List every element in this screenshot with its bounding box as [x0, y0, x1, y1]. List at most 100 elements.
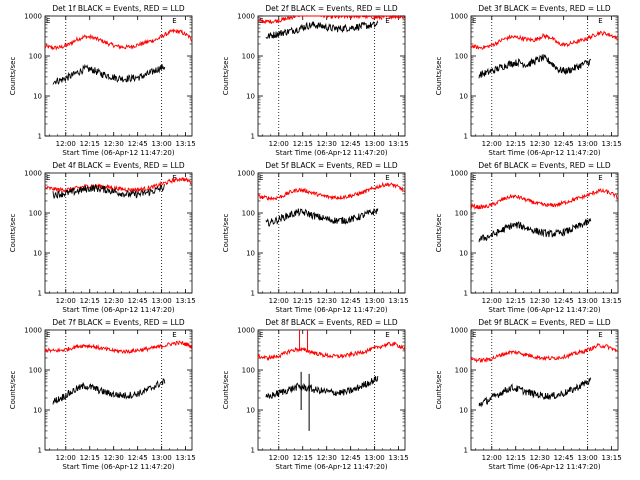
lld-series-line — [470, 342, 618, 364]
y-tick-label: 10 — [459, 93, 468, 101]
x-axis-label: Start Time (06-Apr-12 11:47:20) — [62, 463, 174, 471]
e-flag-marker: E — [259, 331, 263, 339]
y-tick-label: 1 — [38, 133, 42, 141]
plot-frame — [470, 15, 619, 137]
e-flag-marker: E — [46, 174, 50, 182]
events-series-line — [265, 375, 379, 400]
e-flag-marker: E — [385, 17, 389, 25]
x-axis-label: Start Time (06-Apr-12 11:47:20) — [488, 306, 600, 314]
y-tick-label: 100 — [242, 53, 255, 61]
y-axis-label: Counts/sec — [222, 371, 230, 410]
lld-series-line — [470, 187, 618, 210]
e-flag-marker: E — [472, 331, 476, 339]
e-flag-marker: E — [172, 174, 176, 182]
y-tick-label: 10 — [33, 93, 42, 101]
x-tick-label: 13:00 — [152, 140, 172, 148]
x-tick-label: 13:00 — [578, 140, 598, 148]
panel-det-4: Det 4f BLACK = Events, RED = LLD 1 10 100 10… — [9, 161, 196, 314]
x-tick-label: 13:15 — [602, 297, 622, 305]
panel-det-3: Det 3f BLACK = Events, RED = LLD 1 10 100 10… — [435, 4, 622, 157]
x-tick-label: 12:30 — [530, 140, 550, 148]
panel-det-6: Det 6f BLACK = Events, RED = LLD 1 10 100 10… — [435, 161, 622, 314]
y-tick-label: 100 — [455, 53, 468, 61]
x-tick-label: 13:00 — [365, 140, 385, 148]
e-flag-marker: E — [259, 174, 263, 182]
y-tick-label: 1000 — [450, 327, 468, 335]
x-tick-label: 12:30 — [530, 454, 550, 462]
events-series-line — [52, 183, 165, 200]
x-tick-label: 12:30 — [317, 454, 337, 462]
x-tick-label: 12:30 — [317, 297, 337, 305]
y-axis-label: Counts/sec — [9, 371, 17, 410]
lld-series-line — [44, 177, 192, 193]
x-tick-label: 12:30 — [530, 297, 550, 305]
y-axis-label: Counts/sec — [222, 57, 230, 96]
x-tick-label: 12:45 — [341, 140, 361, 148]
x-tick-label: 13:15 — [176, 297, 196, 305]
x-axis-label: Start Time (06-Apr-12 11:47:20) — [62, 149, 174, 157]
x-tick-label: 12:45 — [128, 297, 148, 305]
x-tick-label: 13:00 — [578, 454, 598, 462]
x-axis-label: Start Time (06-Apr-12 11:47:20) — [488, 463, 600, 471]
x-tick-label: 12:45 — [341, 297, 361, 305]
y-tick-label: 1 — [464, 447, 468, 455]
x-tick-label: 12:45 — [128, 140, 148, 148]
y-axis-label: Counts/sec — [435, 371, 443, 410]
y-tick-label: 1000 — [237, 170, 255, 178]
x-axis-label: Start Time (06-Apr-12 11:47:20) — [488, 149, 600, 157]
y-tick-label: 100 — [242, 210, 255, 218]
panel-det-7: Det 7f BLACK = Events, RED = LLD 1 10 100 10… — [9, 318, 196, 471]
x-tick-label: 12:00 — [269, 297, 289, 305]
y-axis-label: Counts/sec — [435, 57, 443, 96]
y-tick-label: 1000 — [237, 327, 255, 335]
panel-title: Det 3f BLACK = Events, RED = LLD — [478, 4, 611, 13]
x-axis-label: Start Time (06-Apr-12 11:47:20) — [275, 149, 387, 157]
panel-title: Det 4f BLACK = Events, RED = LLD — [52, 161, 185, 170]
x-tick-label: 13:00 — [365, 454, 385, 462]
e-flag-marker: E — [46, 17, 50, 25]
panel-title: Det 5f BLACK = Events, RED = LLD — [265, 161, 398, 170]
x-tick-label: 12:15 — [80, 454, 100, 462]
panel-det-9: Det 9f BLACK = Events, RED = LLD 1 10 100 10… — [435, 318, 622, 471]
e-flag-marker: E — [598, 17, 602, 25]
x-tick-label: 12:45 — [128, 454, 148, 462]
x-tick-label: 13:15 — [176, 454, 196, 462]
y-axis-label: Counts/sec — [222, 214, 230, 253]
events-series-line — [478, 217, 592, 243]
plot-frame — [257, 172, 406, 294]
y-tick-label: 1 — [38, 290, 42, 298]
events-series-line — [478, 53, 592, 79]
y-tick-label: 1 — [464, 133, 468, 141]
plot-frame — [470, 172, 619, 294]
y-tick-label: 1 — [251, 447, 255, 455]
x-tick-label: 13:15 — [602, 454, 622, 462]
x-tick-label: 13:15 — [176, 140, 196, 148]
y-axis-label: Counts/sec — [9, 214, 17, 253]
panel-det-5: Det 5f BLACK = Events, RED = LLD 1 10 100 10… — [222, 161, 409, 314]
y-tick-label: 10 — [246, 407, 255, 415]
x-tick-label: 12:15 — [293, 140, 313, 148]
e-flag-marker: E — [385, 331, 389, 339]
lld-series-line — [257, 181, 405, 201]
panel-title: Det 7f BLACK = Events, RED = LLD — [52, 318, 185, 327]
lld-series-line — [257, 341, 405, 362]
y-tick-label: 10 — [246, 250, 255, 258]
y-tick-label: 1000 — [450, 13, 468, 21]
panel-det-1: Det 1f BLACK = Events, RED = LLD 1 10 100 10… — [9, 4, 196, 157]
y-tick-label: 1000 — [24, 327, 42, 335]
x-tick-label: 12:00 — [482, 454, 502, 462]
y-tick-label: 1 — [464, 290, 468, 298]
plot-frame — [44, 15, 193, 137]
x-tick-label: 13:15 — [389, 140, 409, 148]
plot-frame — [470, 329, 619, 451]
y-tick-label: 1 — [251, 290, 255, 298]
x-tick-label: 12:00 — [269, 454, 289, 462]
e-flag-marker: E — [385, 174, 389, 182]
y-tick-label: 10 — [33, 250, 42, 258]
x-tick-label: 12:45 — [554, 140, 574, 148]
y-tick-label: 100 — [455, 210, 468, 218]
lld-series-line — [470, 30, 618, 50]
x-tick-label: 12:15 — [80, 140, 100, 148]
y-tick-label: 100 — [242, 367, 255, 375]
